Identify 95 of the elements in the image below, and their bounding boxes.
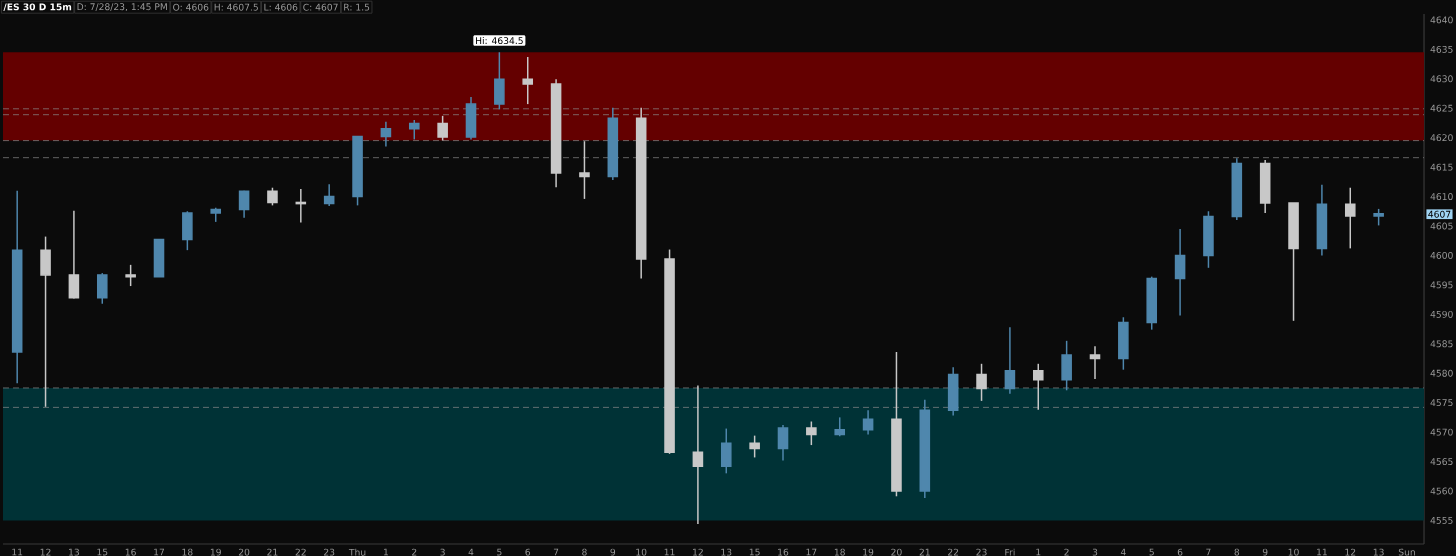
x-tick-label: 15 [749,548,760,556]
candlestick [1316,184,1328,257]
y-tick-label: 4585 [1430,340,1453,348]
x-tick-label: 19 [210,548,221,556]
x-tick-label: 13 [69,548,79,556]
text: D: 7/28/23, 1:45 PM [77,3,167,12]
x-tick-label: 5 [1149,548,1154,556]
y-tick-label: 4605 [1430,222,1453,230]
x-tick-label: 22 [295,548,306,556]
y-tick-label: 4635 [1430,45,1453,53]
x-tick-label: 12 [40,548,51,556]
x-tick-label: 13 [721,548,732,556]
x-tick-label: 1 [1036,548,1041,556]
x-tick-label: Sun [1398,548,1415,556]
x-tick-label: 6 [1177,548,1183,556]
x-tick-label: 8 [582,548,587,556]
candlestick [1004,326,1016,395]
y-tick-label: 4610 [1430,193,1453,201]
annotation: 4607 [1428,210,1451,218]
candlestick [1089,345,1101,380]
x-tick-label: 12 [693,548,703,556]
x-tick-label: 18 [834,548,845,556]
text: H: 4607.5 [214,3,258,11]
candlestick [380,121,392,148]
x-tick-label: 7 [1206,548,1211,556]
x-tick-label: 1 [383,548,388,556]
x-tick-label: 10 [1288,548,1299,556]
y-tick-label: 4630 [1430,75,1453,83]
x-tick-label: 2 [1064,548,1069,556]
candlestick [919,398,931,499]
y-tick-label: 4555 [1430,517,1453,524]
candlestick [777,424,789,462]
candlestick [1174,228,1186,317]
x-tick-label: 11 [12,548,23,556]
x-tick-label: 4 [468,548,474,556]
y-tick-label: 4615 [1430,163,1453,171]
x-tick-label: 12 [1345,548,1356,556]
x-tick-label: 17 [154,548,165,556]
x-tick-label: 23 [976,548,987,556]
x-tick-label: 9 [610,548,616,556]
text: L: 4606 [264,3,298,11]
candlestick [579,140,590,200]
y-tick-label: 4590 [1430,310,1453,318]
x-tick-label: 16 [778,548,789,556]
candlestick [692,384,704,525]
x-tick-label: 13 [1373,548,1384,556]
x-tick-label: 22 [948,548,959,556]
x-tick-label: 4 [1120,548,1126,556]
candlestick [522,56,534,105]
candlestick [323,183,335,207]
x-tick-label: Thu [348,548,366,556]
y-tick-label: 4560 [1430,487,1453,495]
y-tick-label: 4565 [1430,458,1453,466]
y-tick-label: 4620 [1430,134,1453,142]
text: R: 1.5 [344,3,370,11]
annotation: Hi: 4634.5 [476,36,523,45]
candlestick [947,366,959,417]
x-tick-label: 20 [891,548,902,556]
y-tick-label: 4595 [1430,281,1453,289]
x-tick-label: 21 [919,548,930,556]
y-tick-label: 4625 [1430,104,1453,112]
x-tick-label: 3 [1092,548,1098,556]
candlestick [11,189,23,384]
x-tick-label: 11 [1317,548,1327,556]
y-tick-label: 4570 [1430,428,1453,436]
x-tick-label: 8 [1234,548,1240,556]
candlestick [550,78,562,188]
x-tick-label: 15 [97,548,108,556]
x-tick-label: 6 [525,548,531,556]
x-tick-label: 20 [238,548,250,556]
candlestick [635,106,647,280]
text: O: 4606 [173,3,209,11]
candlestick [607,106,619,181]
x-tick-label: 10 [636,548,647,556]
x-tick-label: 18 [182,548,193,556]
x-tick-label: 2 [412,548,417,556]
x-tick-label: 21 [267,548,278,556]
x-tick-label: 9 [1262,548,1268,556]
x-tick-label: 7 [553,548,559,556]
y-tick-label: 4600 [1430,251,1453,259]
y-tick-label: 4580 [1430,369,1453,377]
y-tick-label: 4640 [1430,16,1453,24]
x-tick-label: Fri [1005,548,1015,556]
y-tick-label: 4575 [1430,399,1453,407]
x-tick-label: 16 [125,548,136,556]
x-tick-label: 19 [863,548,874,556]
candlestick [1259,159,1271,214]
candlestick [1231,157,1243,221]
text: C: 4607 [303,3,338,11]
chart-title: /ES 30 D 15m [3,3,72,12]
x-tick-label: 5 [497,548,502,556]
x-tick-label: 23 [324,548,335,556]
x-tick-label: 11 [664,548,675,556]
x-tick-label: 3 [440,548,445,556]
x-tick-label: 17 [806,548,817,556]
